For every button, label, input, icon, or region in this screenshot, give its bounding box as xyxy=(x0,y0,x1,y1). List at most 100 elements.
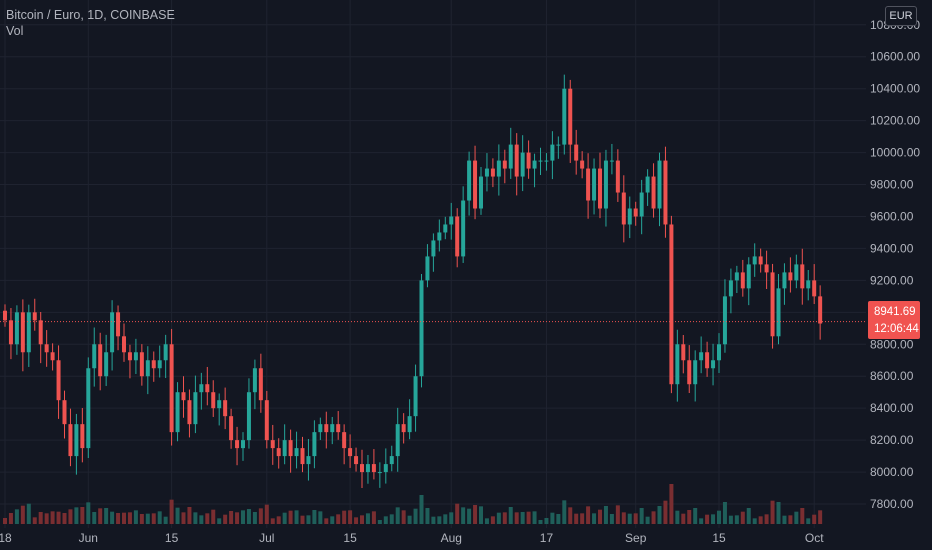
volume-bar xyxy=(205,513,210,524)
candle-body xyxy=(717,344,721,361)
candle-body xyxy=(264,400,269,441)
volume-bar xyxy=(711,514,716,524)
volume-bar xyxy=(377,520,382,524)
candle-body xyxy=(621,192,626,225)
currency-button[interactable]: EUR xyxy=(885,6,917,26)
volume-bar xyxy=(163,516,168,524)
price-tag-price: 8941.69 xyxy=(874,306,916,318)
candle-body xyxy=(258,368,263,401)
price-axis[interactable] xyxy=(866,0,932,550)
volume-bar xyxy=(44,513,49,524)
volume-bar xyxy=(413,508,418,524)
x-tick-label: Oct xyxy=(805,531,824,545)
volume-bar xyxy=(151,513,156,524)
candle-body xyxy=(44,344,49,353)
volume-bar xyxy=(324,518,329,524)
candle-body xyxy=(520,152,525,177)
volume-bar xyxy=(199,515,204,524)
x-tick-label: Jun xyxy=(79,531,98,545)
candle-body xyxy=(675,344,680,385)
candle-body xyxy=(3,310,7,321)
volume-bar xyxy=(342,510,347,524)
volume-bar xyxy=(365,513,370,524)
volume-bar xyxy=(580,513,585,524)
volume-bar xyxy=(157,511,162,524)
volume-bar xyxy=(496,512,501,524)
volume-bar xyxy=(92,512,97,524)
x-tick-label: Aug xyxy=(441,531,462,545)
candle-body xyxy=(205,384,210,393)
y-tick-label: 10000.00 xyxy=(870,146,920,160)
candle-body xyxy=(609,160,614,162)
volume-bar xyxy=(639,508,644,524)
candle-body xyxy=(56,360,61,401)
y-tick-label: 9200.00 xyxy=(870,273,914,287)
y-tick-label: 8400.00 xyxy=(870,401,914,415)
volume-bar xyxy=(461,507,466,524)
candle-body xyxy=(413,376,418,417)
volume-bar xyxy=(705,514,710,524)
candle-body xyxy=(151,360,156,369)
volume-bar xyxy=(139,514,144,524)
candle-body xyxy=(324,424,329,433)
volume-indicator-label[interactable]: Vol xyxy=(6,24,24,38)
candle-body xyxy=(722,296,727,345)
candle-body xyxy=(62,400,67,425)
volume-bar xyxy=(806,518,811,524)
volume-bar xyxy=(449,512,454,524)
candle-body xyxy=(14,312,19,345)
candle-body xyxy=(812,280,817,297)
volume-bar xyxy=(490,516,495,524)
volume-bar xyxy=(50,511,55,524)
candle-body xyxy=(365,464,370,473)
candle-body xyxy=(223,400,228,417)
candle-body xyxy=(383,464,388,473)
candle-body xyxy=(330,424,335,433)
symbol-title[interactable]: Bitcoin / Euro, 1D, COINBASE xyxy=(6,8,175,22)
volume-bar xyxy=(699,518,704,524)
candle-body xyxy=(550,144,555,161)
candle-body xyxy=(443,224,448,233)
candle-body xyxy=(544,160,549,162)
volume-bars xyxy=(3,484,823,524)
candle-body xyxy=(800,264,805,289)
candle-body xyxy=(187,400,192,425)
volume-bar xyxy=(193,512,198,524)
candle-body xyxy=(276,448,281,457)
volume-bar xyxy=(282,512,287,524)
x-tick-label: 15 xyxy=(343,531,357,545)
candle-body xyxy=(764,264,769,273)
candle-body xyxy=(294,448,299,457)
price-tag: 8941.69 12:06:44 xyxy=(868,301,920,339)
candle-body xyxy=(431,240,436,257)
candle-body xyxy=(526,152,531,169)
volume-bar xyxy=(276,516,281,524)
volume-bar xyxy=(38,512,43,524)
y-tick-label: 9600.00 xyxy=(870,209,914,223)
candle-body xyxy=(705,352,710,369)
volume-bar xyxy=(473,505,478,524)
candle-body xyxy=(86,368,91,449)
volume-bar xyxy=(776,502,781,524)
volume-bar xyxy=(258,508,263,524)
candle-body xyxy=(68,424,73,457)
x-tick-label: 17 xyxy=(540,531,554,545)
candle-body xyxy=(645,176,650,193)
candle-body xyxy=(598,168,602,209)
candle-body xyxy=(288,440,293,457)
volume-bar xyxy=(8,513,13,524)
volume-bar xyxy=(508,507,513,524)
candle-body xyxy=(711,360,716,369)
candle-body xyxy=(312,432,317,457)
volume-bar xyxy=(609,514,614,524)
candle-body xyxy=(318,424,323,433)
volume-bar xyxy=(467,508,472,524)
volume-bar xyxy=(425,508,430,524)
volume-bar xyxy=(556,514,561,524)
volume-bar xyxy=(122,512,126,524)
volume-bar xyxy=(722,502,727,524)
volume-bar xyxy=(717,510,721,524)
candle-body xyxy=(657,160,662,209)
